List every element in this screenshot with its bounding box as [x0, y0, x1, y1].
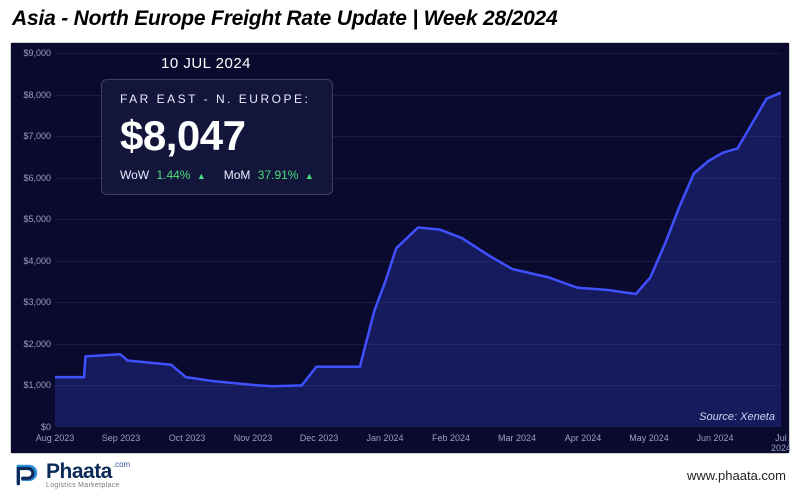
up-arrow-icon: ▲ — [305, 171, 314, 181]
mom-metric: MoM 37.91% ▲ — [224, 168, 314, 182]
wow-metric: WoW 1.44% ▲ — [120, 168, 206, 182]
rate-callout: FAR EAST - N. EUROPE: $8,047 WoW 1.44% ▲… — [101, 79, 333, 195]
freight-rate-chart: $0 $1,000 $2,000 $3,000 $4,000 $5,000 $6,000 $7… — [10, 42, 790, 454]
page-title: Asia - North Europe Freight Rate Update … — [12, 7, 558, 31]
x-tick-label: Aug 2023 — [36, 433, 75, 443]
x-tick-label: Sep 2023 — [102, 433, 141, 443]
x-tick-label: Apr 2024 — [565, 433, 602, 443]
logo-sub: Logistics Marketplace — [46, 482, 130, 489]
x-tick-label: Jun 2024 — [696, 433, 733, 443]
callout-date: 10 JUL 2024 — [161, 55, 251, 72]
x-tick-label: Feb 2024 — [432, 433, 470, 443]
chart-source: Source: Xeneta — [699, 411, 775, 423]
logo-reg: .com — [113, 460, 130, 469]
y-tick-label: $4,000 — [15, 256, 51, 266]
x-tick-label: Dec 2023 — [300, 433, 339, 443]
x-tick-label: May 2024 — [629, 433, 669, 443]
y-tick-label: $3,000 — [15, 297, 51, 307]
y-tick-label: $9,000 — [15, 48, 51, 58]
up-arrow-icon: ▲ — [197, 171, 206, 181]
y-tick-label: $0 — [15, 422, 51, 432]
logo-mark-icon — [14, 462, 40, 488]
phaata-logo: Phaata.com Logistics Marketplace — [14, 461, 130, 489]
y-tick-label: $5,000 — [15, 214, 51, 224]
logo-name: Phaata — [46, 460, 112, 483]
x-tick-label: Jul 2024 — [771, 433, 791, 453]
y-tick-label: $8,000 — [15, 90, 51, 100]
y-tick-label: $6,000 — [15, 173, 51, 183]
x-tick-label: Nov 2023 — [234, 433, 273, 443]
callout-route-label: FAR EAST - N. EUROPE: — [120, 92, 314, 106]
mom-label: MoM — [224, 168, 251, 182]
y-tick-label: $2,000 — [15, 339, 51, 349]
x-tick-label: Jan 2024 — [366, 433, 403, 443]
wow-value: 1.44% — [156, 168, 190, 182]
wow-label: WoW — [120, 168, 149, 182]
footer: Phaata.com Logistics Marketplace www.pha… — [0, 454, 800, 496]
y-tick-label: $7,000 — [15, 131, 51, 141]
x-tick-label: Oct 2023 — [169, 433, 206, 443]
footer-url: www.phaata.com — [687, 468, 786, 483]
callout-value: $8,047 — [120, 112, 314, 160]
x-tick-label: Mar 2024 — [498, 433, 536, 443]
mom-value: 37.91% — [258, 168, 299, 182]
y-tick-label: $1,000 — [15, 380, 51, 390]
